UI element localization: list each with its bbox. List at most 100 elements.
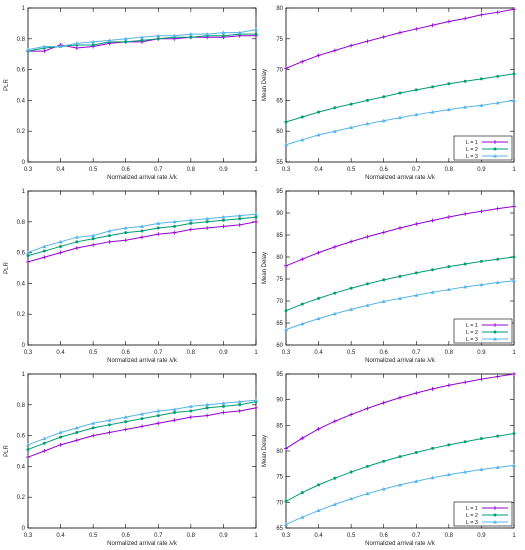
data-point xyxy=(349,412,354,417)
legend-marker xyxy=(493,513,497,517)
data-point xyxy=(479,437,483,441)
x-tick-label: 0.7 xyxy=(154,167,163,173)
data-point xyxy=(205,406,209,410)
data-point xyxy=(284,309,288,313)
data-point xyxy=(156,421,161,426)
y-tick-label: 70 xyxy=(276,500,283,506)
x-tick-label: 0.3 xyxy=(282,167,291,173)
series-line-3 xyxy=(284,463,516,526)
x-tick-label: 0.3 xyxy=(282,533,291,539)
data-point xyxy=(332,129,337,133)
data-point xyxy=(332,48,337,53)
x-tick-label: 0.4 xyxy=(314,533,323,539)
data-point xyxy=(140,229,144,233)
data-point xyxy=(381,299,386,303)
data-point xyxy=(124,420,128,424)
data-point xyxy=(156,221,161,225)
data-point xyxy=(446,214,451,219)
plot-frame xyxy=(285,190,515,346)
data-point xyxy=(107,418,112,422)
data-point xyxy=(333,476,337,480)
data-point xyxy=(75,431,79,435)
data-point xyxy=(58,44,63,48)
legend-marker xyxy=(493,520,497,524)
data-point xyxy=(26,47,30,52)
y-tick-label: 75 xyxy=(276,475,283,481)
data-point xyxy=(495,100,500,105)
y-tick-label: 95 xyxy=(276,372,283,378)
data-point xyxy=(463,440,467,444)
data-point xyxy=(349,125,354,130)
legend-marker xyxy=(493,154,497,158)
data-point xyxy=(332,311,337,316)
x-axis-label: Normalized arrival rate λ/k xyxy=(107,541,178,547)
legend-label: L = 3 xyxy=(466,337,478,343)
data-point xyxy=(479,467,484,471)
data-point xyxy=(140,235,144,240)
data-point xyxy=(495,374,500,379)
data-point xyxy=(463,105,468,109)
y-tick-label: 60 xyxy=(276,129,283,135)
data-point xyxy=(74,438,79,443)
data-point xyxy=(414,390,419,395)
data-point xyxy=(124,40,128,44)
x-tick-label: 0.5 xyxy=(89,533,98,539)
data-point xyxy=(365,234,370,239)
data-point xyxy=(447,265,451,269)
data-point xyxy=(189,221,193,225)
data-point xyxy=(156,33,161,38)
x-axis-label: Normalized arrival rate λ/k xyxy=(365,541,436,547)
x-tick-label: 1 xyxy=(512,533,516,539)
data-point xyxy=(140,424,144,429)
data-point xyxy=(107,234,111,238)
x-tick-label: 1 xyxy=(512,350,516,356)
x-tick-label: 0.5 xyxy=(89,350,98,356)
data-point xyxy=(91,233,96,238)
data-point xyxy=(300,436,305,441)
data-point xyxy=(238,403,242,407)
data-point xyxy=(205,32,210,36)
data-point xyxy=(398,225,402,230)
data-point xyxy=(91,426,95,430)
chart-bottom-right-delay: 0.3 0.4 0.5 0.6 0.7 0.8 0.9 1 65 70 75 80 85 90 95 Norm… xyxy=(262,372,516,547)
y-axis-label: PLR xyxy=(4,78,10,90)
data-point xyxy=(91,39,96,44)
y-tick-label: 0.4 xyxy=(17,98,26,104)
data-point xyxy=(173,411,177,414)
y-tick-label: 55 xyxy=(276,160,283,166)
x-axis-label: Normalized arrival rate λ/k xyxy=(107,358,178,364)
legend-label: L = 1 xyxy=(466,140,478,146)
y-tick-label: 90 xyxy=(276,211,283,217)
data-point xyxy=(300,257,305,262)
data-point xyxy=(398,296,402,300)
y-tick-label: 65 xyxy=(276,321,283,327)
y-tick-label: 0.4 xyxy=(17,464,26,470)
x-tick-label: 0.3 xyxy=(24,167,33,173)
y-tick-label: 0 xyxy=(22,343,26,349)
data-point xyxy=(221,224,226,229)
x-tick-label: 0.8 xyxy=(187,350,196,356)
y-tick-label: 85 xyxy=(276,233,283,239)
data-point xyxy=(365,98,369,102)
data-point xyxy=(349,470,353,474)
data-point xyxy=(172,418,177,423)
data-point xyxy=(237,30,242,35)
data-point xyxy=(414,479,419,483)
data-point xyxy=(479,259,483,263)
data-point xyxy=(221,30,226,35)
x-tick-label: 0.9 xyxy=(219,533,228,539)
data-point xyxy=(42,249,46,253)
x-tick-label: 0.6 xyxy=(380,350,389,356)
x-tick-label: 0.4 xyxy=(56,350,65,356)
data-point xyxy=(398,30,402,35)
y-axis-label: Mean Delay xyxy=(262,435,268,467)
data-point xyxy=(42,49,47,54)
data-point xyxy=(317,483,321,487)
data-point xyxy=(512,7,516,12)
data-point xyxy=(237,408,242,413)
series-path xyxy=(285,8,515,69)
data-point xyxy=(284,327,288,332)
data-point xyxy=(173,224,177,228)
legend: L = 1L = 2L = 3 xyxy=(453,501,513,527)
data-point xyxy=(463,79,467,83)
